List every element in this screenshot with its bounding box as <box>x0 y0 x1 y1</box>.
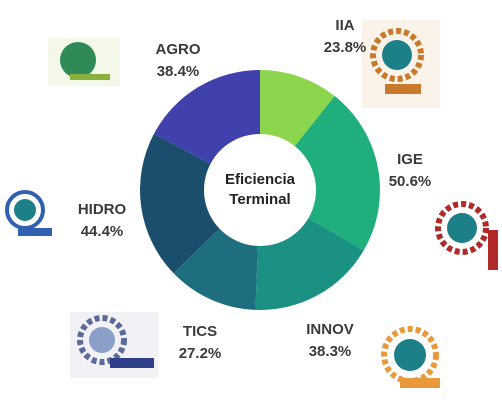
value-label: 38.3% <box>309 343 352 360</box>
logo-hidro <box>5 190 52 236</box>
logo-agro <box>48 38 120 86</box>
donut-segment <box>255 218 364 310</box>
donut-segment <box>139 133 220 274</box>
category-label: INNOV <box>306 321 354 338</box>
center-text: Eficiencia <box>225 171 296 188</box>
value-label: 23.8% <box>324 39 367 56</box>
donut-segment <box>294 96 381 251</box>
value-label: 27.2% <box>179 345 222 362</box>
logo-innov <box>381 326 440 388</box>
donut-segment <box>260 70 335 147</box>
category-label: AGRO <box>156 41 201 58</box>
category-label: HIDRO <box>78 201 127 218</box>
donut-segment <box>153 70 260 164</box>
value-label: 44.4% <box>81 223 124 240</box>
logo-tics <box>70 312 158 378</box>
donut-segment <box>173 228 258 310</box>
value-label: 50.6% <box>389 173 432 190</box>
category-label: IGE <box>397 151 423 168</box>
logo-ige <box>435 201 498 270</box>
value-label: 38.4% <box>157 63 200 80</box>
category-label: TICS <box>183 323 217 340</box>
logo-iia <box>362 20 440 108</box>
logos <box>5 20 498 388</box>
category-label: IIA <box>335 17 354 34</box>
center-text: Terminal <box>229 191 290 208</box>
